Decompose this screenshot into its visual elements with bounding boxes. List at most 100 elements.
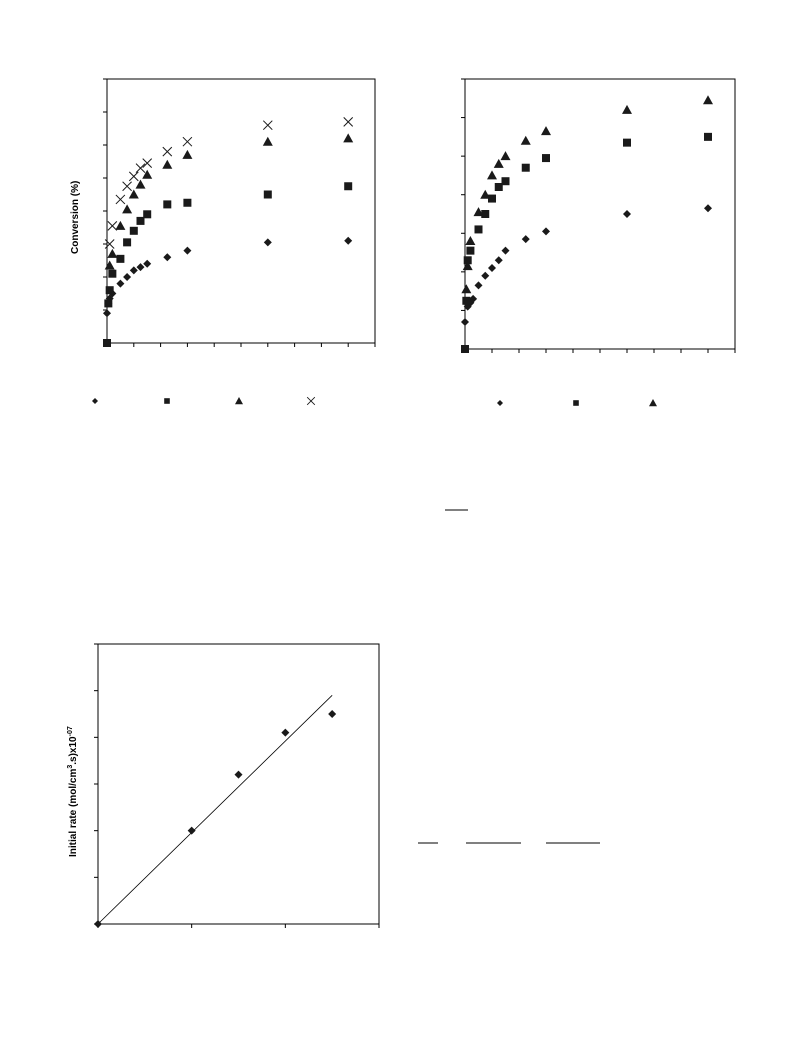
- chart1-legend-triangle-key: [235, 397, 243, 405]
- chart1-series4-cross-point: [135, 163, 146, 173]
- chart1-series3-triangle-point: [162, 159, 173, 169]
- chart1-series3-triangle-point: [343, 133, 354, 143]
- chart2-series2-square-point: [704, 132, 712, 141]
- chart1-series4-cross-point-b: [182, 136, 193, 147]
- chart2-series2-square-point: [623, 138, 631, 147]
- chart1-series1-diamond-point: [116, 279, 125, 288]
- chart1-series2-square-point: [104, 299, 113, 308]
- chart1-legend-square-key: [164, 398, 170, 404]
- chart1-series4-cross-point: [262, 120, 273, 131]
- chart3-series1-diamond-point: [281, 728, 290, 737]
- chart2-series1-diamond-point: [494, 256, 503, 265]
- chart2-series3-triangle-point: [461, 284, 472, 294]
- chart1-series4-cross-point: [182, 136, 193, 147]
- chart2-series3-triangle-point: [487, 170, 497, 180]
- chart1-series2-square-point: [183, 198, 192, 207]
- chart2-series1-diamond-point: [461, 318, 469, 326]
- chart1-series4-cross-point-b: [122, 181, 132, 192]
- chart1-series2-square-point: [108, 269, 117, 278]
- chart1-series4-cross-point: [142, 158, 153, 169]
- chart2-series1-diamond-point: [488, 264, 496, 272]
- chart2-series1-diamond-point: [474, 281, 483, 290]
- chart1-series1-diamond-point: [136, 263, 145, 272]
- chart2-series1-diamond-point: [623, 210, 631, 218]
- chart1-series3-triangle-point: [104, 260, 115, 270]
- chart1-series1-diamond-point: [123, 273, 132, 281]
- chart2-series2-square-point: [542, 154, 550, 163]
- chart1-series4-cross-point-b: [104, 239, 115, 249]
- chart1-series2-square-point: [344, 182, 353, 191]
- chart2-series3-triangle-point: [493, 158, 504, 168]
- chart1-series4-cross-point: [343, 117, 354, 127]
- chart2-series1-diamond-point: [481, 271, 490, 280]
- chart2-series1-diamond-point: [542, 227, 550, 236]
- chart2-series2-square-point: [521, 163, 530, 172]
- chart-conversion-left: [103, 78, 376, 347]
- chart2-series2-square-point: [463, 256, 472, 265]
- chart1-series2-square-point: [136, 216, 145, 225]
- chart2-series1-diamond-point: [469, 294, 478, 303]
- chart3-trendline: [97, 695, 333, 925]
- chart1-series3-triangle-point: [142, 169, 153, 179]
- chart3-ylabel: Initial rate (mol/cm3.s)x10-07: [67, 726, 79, 857]
- chart1-series3-triangle-point: [135, 179, 146, 189]
- chart2-series2-square-point: [461, 345, 469, 353]
- chart1-series1-diamond-point: [344, 236, 353, 245]
- chart2-series3-triangle-point: [473, 207, 484, 217]
- chart2-plot-frame: [464, 78, 736, 350]
- chart2-legend-diamond-key: [497, 400, 503, 406]
- chart1-series4-cross-point-b: [262, 120, 273, 131]
- chart1-series4-cross-point-b: [142, 158, 153, 169]
- chart2-legend-triangle-key: [649, 399, 657, 407]
- chart2-series2-square-point: [501, 177, 510, 186]
- chart1-series2-square-point: [116, 254, 125, 263]
- chart1-series4-cross-point-b: [135, 163, 146, 173]
- chart1-series4-cross-point-b: [115, 194, 126, 205]
- chart1-series4-cross-point: [107, 220, 118, 231]
- chart1-series2-square-point: [103, 339, 111, 347]
- chart1-series1-diamond-point: [143, 259, 152, 268]
- chart-conversion-right: [461, 78, 736, 353]
- chart1-series1-diamond-point: [103, 309, 111, 318]
- chart2-series1-diamond-point: [521, 235, 530, 244]
- chart3-series1-diamond-point: [94, 920, 102, 928]
- chart3-series1-diamond-point: [328, 710, 337, 718]
- chart2-series3-triangle-point: [480, 189, 491, 199]
- chart2-series1-diamond-point: [501, 246, 510, 255]
- chart1-series2-square-point: [163, 200, 172, 209]
- chart1-series2-square-point: [129, 226, 138, 235]
- chart2-series3-triangle-point: [465, 236, 476, 245]
- chart2-series2-square-point: [466, 246, 475, 255]
- chart2-series2-square-point: [494, 183, 503, 191]
- chart1-series1-diamond-point: [183, 246, 192, 255]
- chart3-plot-frame: [97, 643, 380, 925]
- chart1-series1-diamond-point: [163, 253, 172, 262]
- chart2-series3-triangle-point: [520, 135, 531, 145]
- chart1-series3-triangle-point: [182, 149, 193, 159]
- chart1-series4-cross-point-b: [128, 171, 139, 182]
- chart1-series2-square-point: [105, 286, 114, 295]
- chart3-series1-diamond-point: [234, 770, 243, 779]
- chart1-series3-triangle-point: [107, 248, 118, 258]
- chart-initial-rate: [94, 643, 380, 928]
- chart1-series2-square-point: [123, 238, 132, 247]
- chart1-series4-cross-point: [104, 239, 115, 249]
- chart1-series4-cross-point: [115, 194, 126, 205]
- chart1-series3-triangle-point: [128, 189, 139, 199]
- chart2-series1-diamond-point: [704, 204, 712, 213]
- chart1-series1-diamond-point: [129, 266, 138, 275]
- chart1-series1-diamond-point: [263, 238, 272, 247]
- chart2-series3-triangle-point: [541, 126, 551, 136]
- chart1-legend-diamond-key: [92, 398, 98, 404]
- chart2-series2-square-point: [462, 296, 471, 305]
- chart1-series3-triangle-point: [115, 220, 126, 230]
- chart2-series3-triangle-point: [703, 95, 713, 105]
- chart2-series2-square-point: [481, 210, 490, 218]
- chart2-legend-square-key: [573, 400, 579, 406]
- chart2-series2-square-point: [474, 225, 483, 234]
- chart1-series2-square-point: [143, 210, 152, 219]
- chart2-series2-square-point: [488, 194, 496, 203]
- chart1-series4-cross-point: [162, 146, 173, 157]
- chart1-legend-cross-key: [306, 396, 316, 406]
